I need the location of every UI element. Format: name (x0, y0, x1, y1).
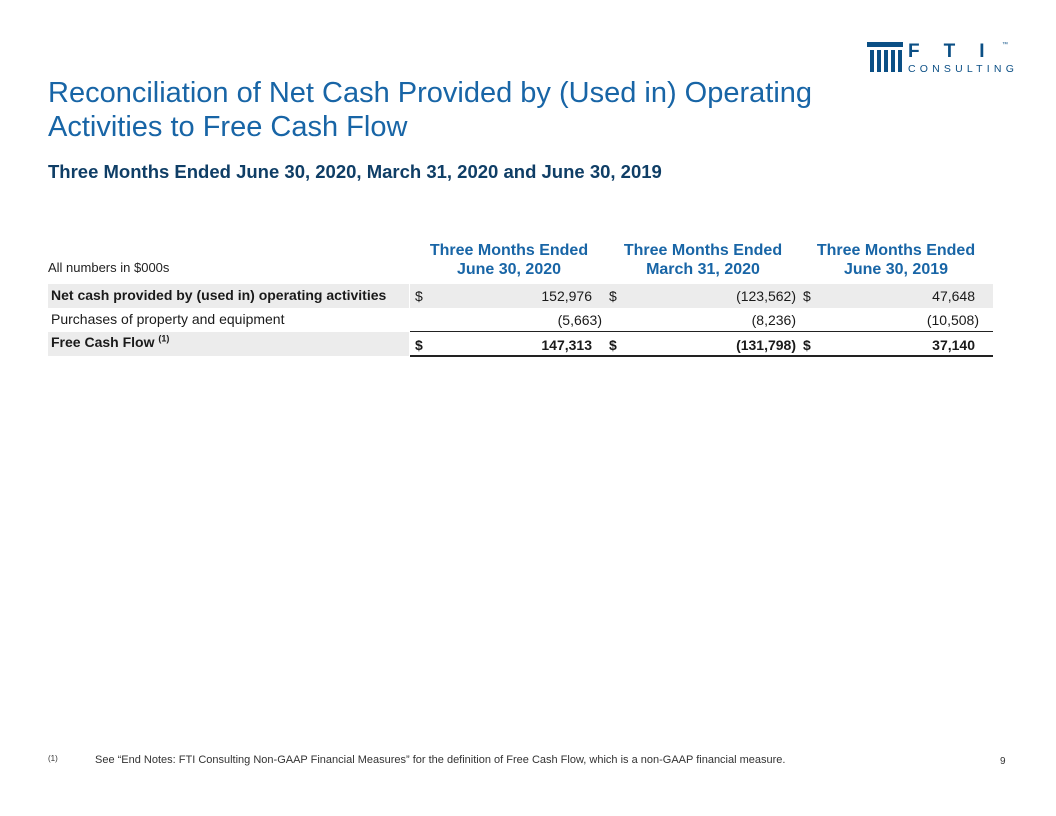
cell-value: 47,648 (932, 288, 975, 304)
logo-trademark: ™ (1002, 42, 1008, 48)
fti-consulting-logo: FTI CONSULTING ™ (867, 41, 1014, 76)
table-cell: $ 47,648 (798, 284, 993, 308)
column-header-line1: Three Months Ended (623, 242, 783, 259)
footnote-reference: (1) (158, 333, 170, 344)
column-header-line1: Three Months Ended (429, 242, 589, 259)
currency-symbol: $ (415, 288, 423, 304)
row-label: Free Cash Flow (1) (48, 332, 409, 356)
table-cell: $ (131,798) (604, 332, 798, 356)
cell-value: (10,508) (926, 312, 979, 328)
column-header-jun-2020: Three Months Ended June 30, 2020 (414, 241, 604, 279)
table-cell: (8,236) (604, 308, 798, 332)
table-cell: $ 152,976 (410, 284, 604, 308)
cell-value: (123,562) (736, 288, 796, 304)
table-row-capex: Purchases of property and equipment (5,6… (48, 308, 993, 332)
currency-symbol: $ (415, 337, 423, 353)
column-header-mar-2020: Three Months Ended March 31, 2020 (608, 241, 798, 279)
table-row-operating-cash: Net cash provided by (used in) operating… (48, 284, 993, 308)
column-header-line1: Three Months Ended (816, 242, 976, 259)
table-cell: $ 147,313 (410, 332, 604, 356)
page-subtitle: Three Months Ended June 30, 2020, March … (48, 161, 662, 182)
page-number: 9 (1000, 756, 1006, 767)
cell-value: 152,976 (541, 288, 592, 304)
logo-letters: FTI (908, 41, 1009, 62)
logo-subtext: CONSULTING (908, 63, 1019, 75)
column-header-line2: June 30, 2020 (456, 261, 562, 278)
cell-value: 147,313 (541, 337, 592, 353)
page-title: Reconciliation of Net Cash Provided by (… (48, 77, 813, 143)
table-cell: $ 37,140 (798, 332, 993, 356)
fti-building-logo-icon (867, 42, 903, 72)
units-note: All numbers in $000s (48, 260, 170, 275)
footnote-marker: (1) (48, 754, 58, 763)
currency-symbol: $ (609, 288, 617, 304)
row-label-text: Free Cash Flow (51, 334, 155, 350)
table-cell: (10,508) (798, 308, 993, 332)
currency-symbol: $ (803, 288, 811, 304)
row-label: Purchases of property and equipment (51, 311, 285, 327)
currency-symbol: $ (609, 337, 617, 353)
currency-symbol: $ (803, 337, 811, 353)
table-cell: (5,663) (410, 308, 604, 332)
column-header-line2: June 30, 2019 (843, 261, 949, 278)
footnote-text: See “End Notes: FTI Consulting Non-GAAP … (95, 754, 786, 766)
column-header-line2: March 31, 2020 (646, 261, 760, 278)
cell-value: 37,140 (932, 337, 975, 353)
cell-value: (131,798) (736, 337, 796, 353)
table-row-free-cash-flow: Free Cash Flow (1) $ 147,313 $ (131,798)… (48, 332, 993, 356)
cell-value: (8,236) (751, 312, 796, 328)
cell-value: (5,663) (557, 312, 602, 328)
total-rule-top (410, 331, 993, 332)
row-label: Net cash provided by (used in) operating… (48, 284, 409, 308)
table-cell: $ (123,562) (604, 284, 798, 308)
total-rule-bottom (410, 355, 993, 357)
column-header-jun-2019: Three Months Ended June 30, 2019 (801, 241, 991, 279)
